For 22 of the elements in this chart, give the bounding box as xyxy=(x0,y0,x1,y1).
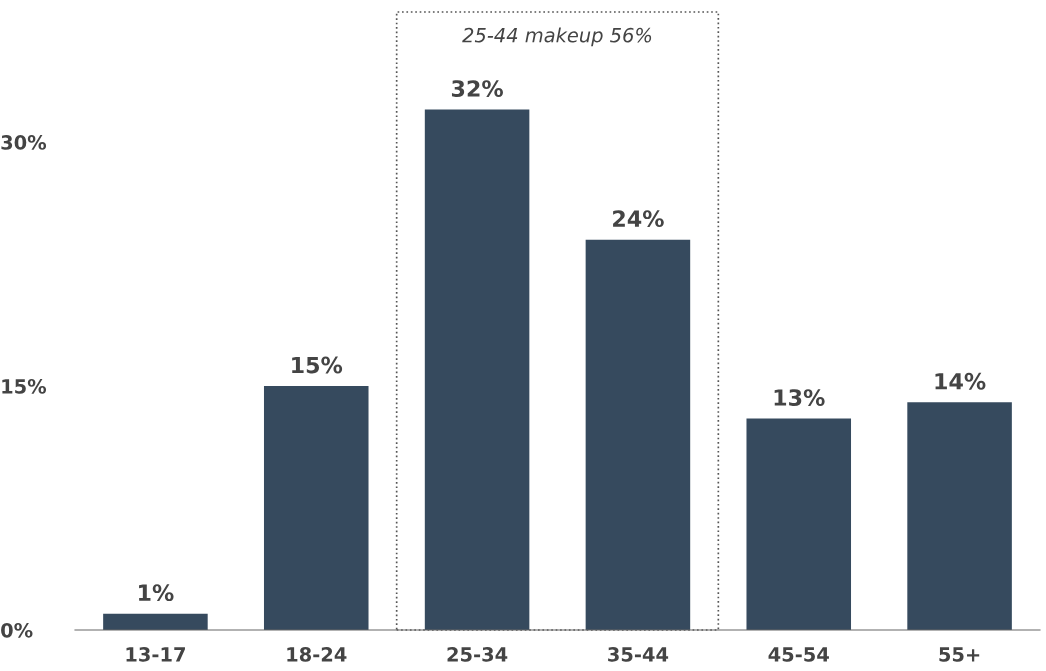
bar xyxy=(103,613,208,630)
y-tick-label: 0% xyxy=(1,622,33,638)
bar xyxy=(585,239,691,630)
data-label: 24% xyxy=(613,210,664,228)
bar xyxy=(746,418,852,630)
data-label: 13% xyxy=(774,389,825,406)
x-tick-label: 35-44 xyxy=(608,647,669,662)
y-tick-label: 15% xyxy=(2,379,47,394)
data-label: 15% xyxy=(292,356,343,374)
x-tick-label: 25-34 xyxy=(447,647,508,662)
bar xyxy=(263,386,369,630)
annotation: 25-44 makeup 56% xyxy=(462,27,652,47)
bar xyxy=(424,109,530,630)
data-label: 14% xyxy=(935,372,986,390)
data-label: 32% xyxy=(451,80,503,97)
x-tick-label: 45-54 xyxy=(768,647,829,662)
data-label: 1% xyxy=(139,584,174,602)
x-tick-label: 55+ xyxy=(939,647,980,662)
bar xyxy=(907,402,1012,630)
y-tick-label: 30% xyxy=(1,135,47,150)
x-tick-label: 13-17 xyxy=(126,647,185,662)
x-tick-label: 18-24 xyxy=(287,647,347,662)
